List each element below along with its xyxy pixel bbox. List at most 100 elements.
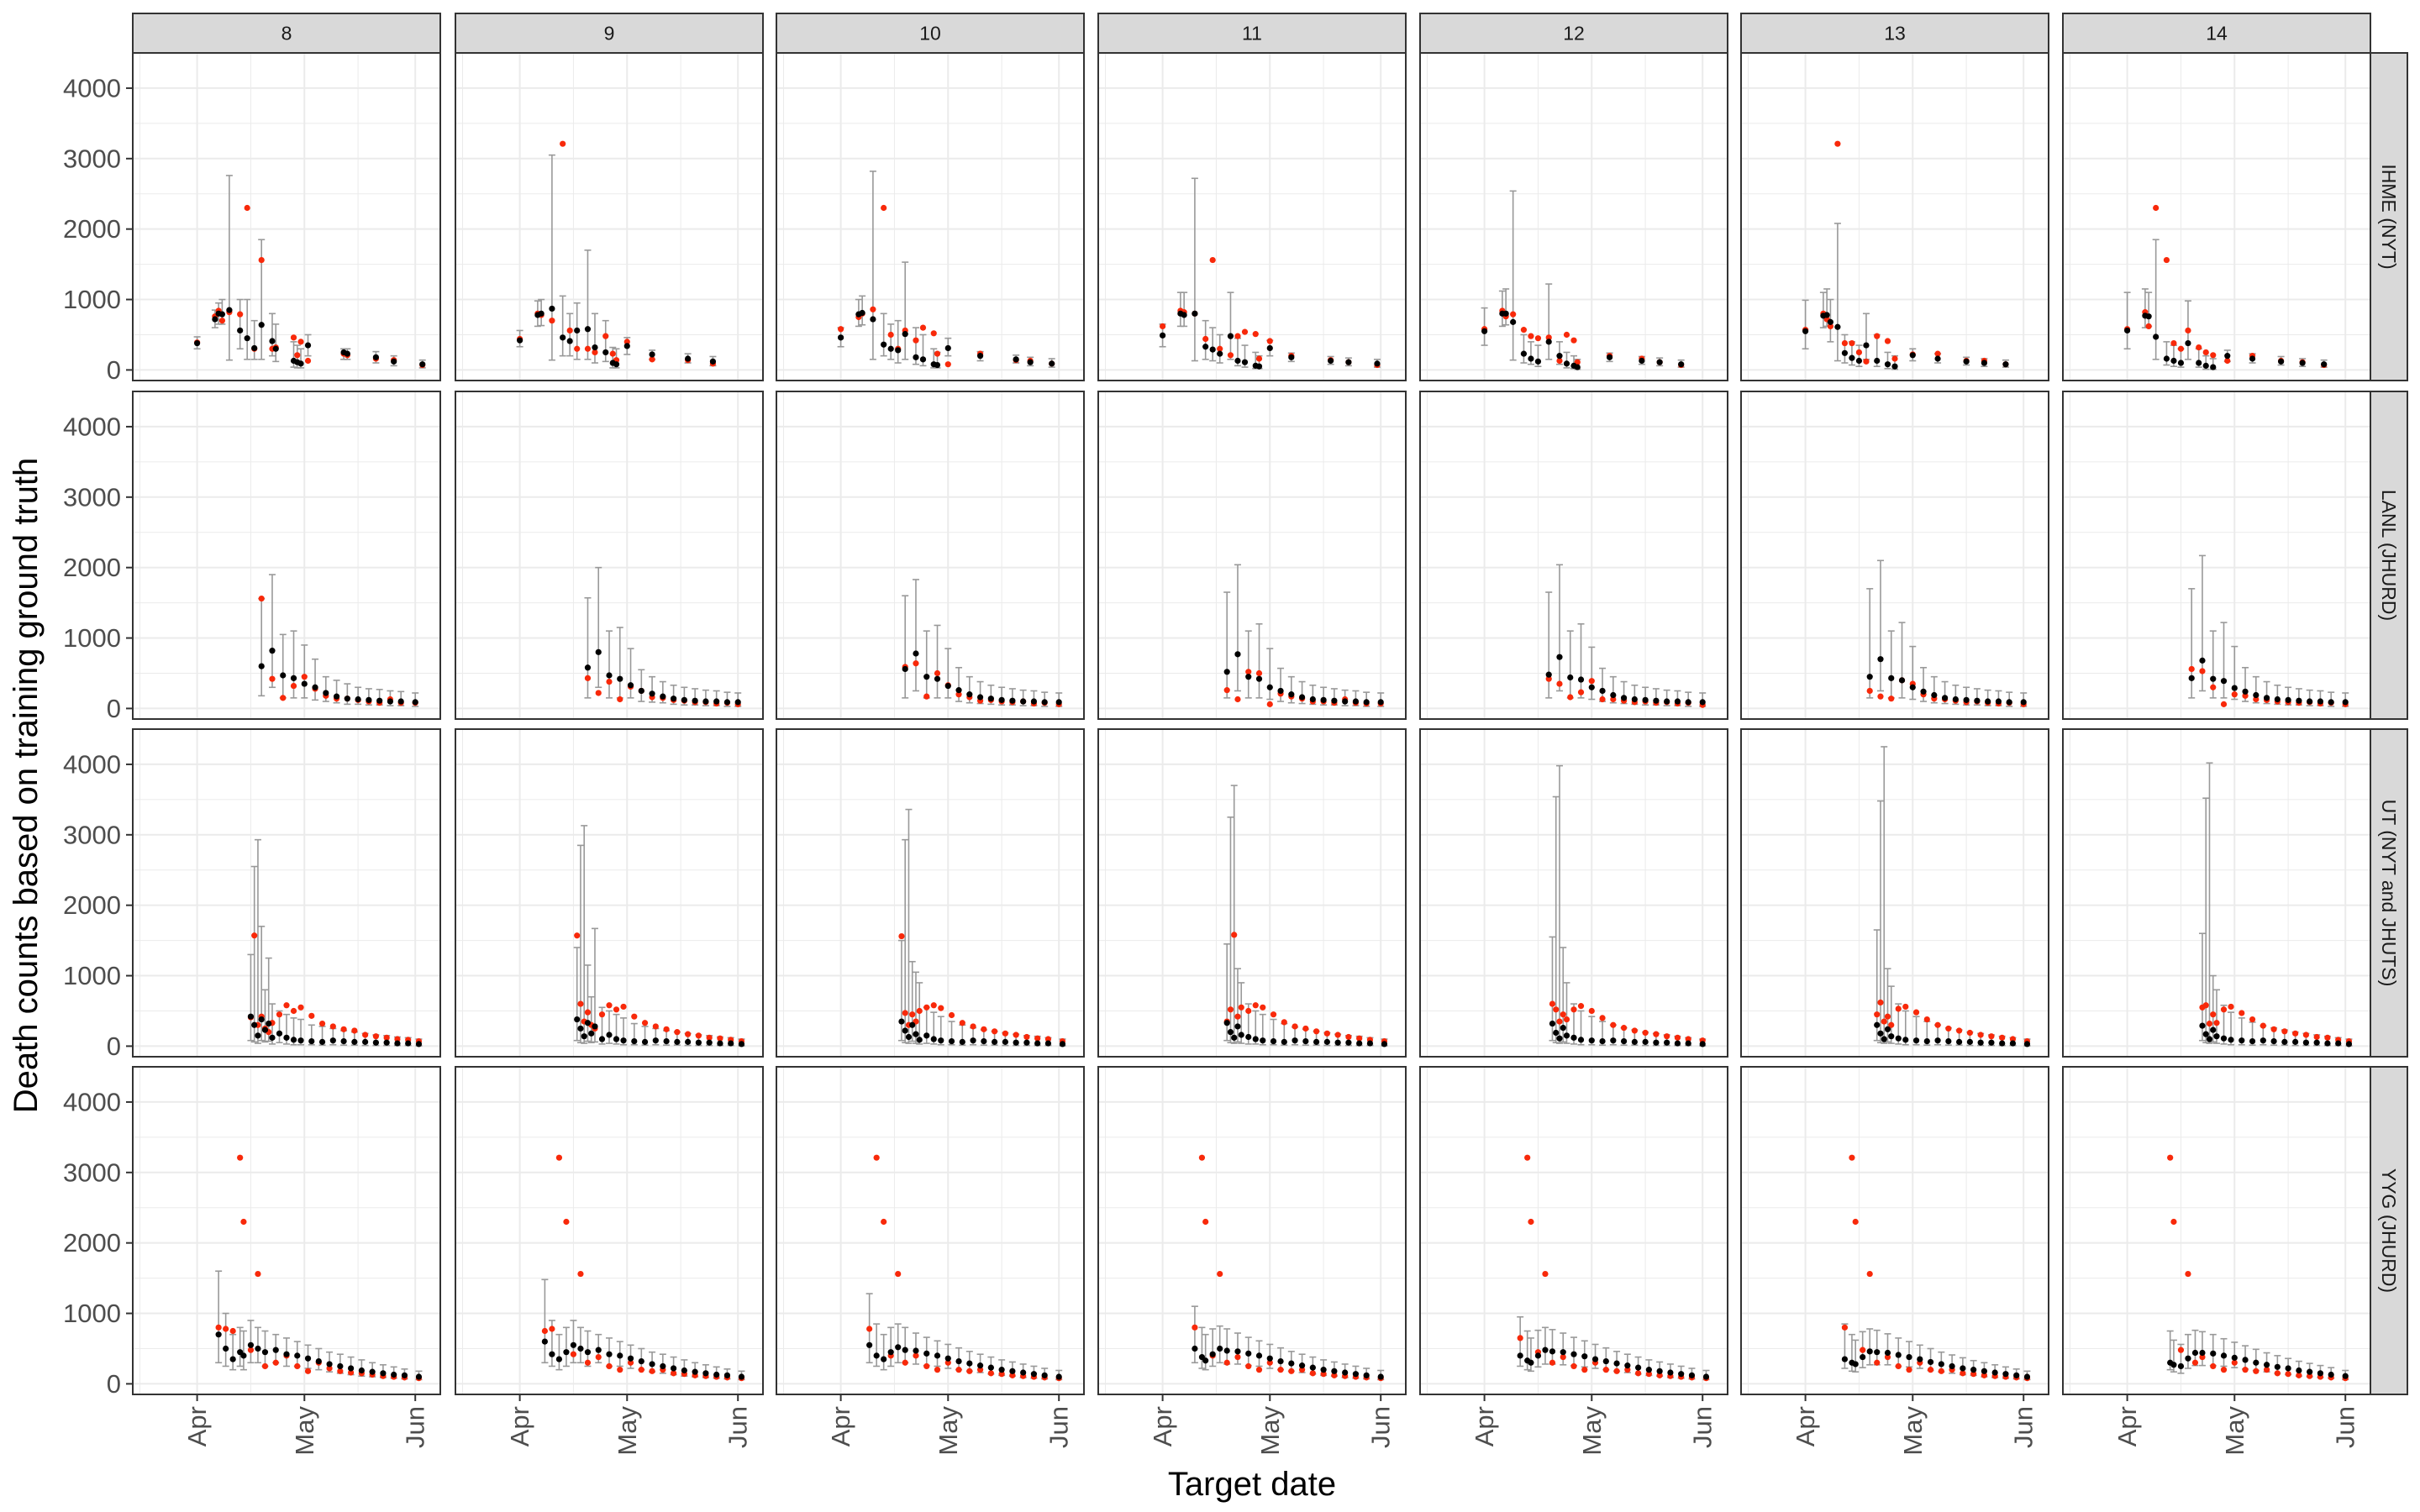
row-strip	[2370, 1066, 2408, 1395]
y-tick-label: 4000	[63, 749, 121, 779]
point-estimate	[1970, 1367, 1977, 1373]
point-estimate	[337, 1362, 344, 1370]
point-estimate	[563, 1349, 570, 1356]
panel-marks-3-4	[1517, 1154, 1710, 1382]
point-estimate	[1049, 360, 1055, 367]
ground-truth-point	[1923, 1016, 1930, 1023]
x-tick-label: Jun	[1688, 1406, 1718, 1448]
point-estimate	[1298, 1362, 1306, 1369]
ground-truth-point	[881, 1218, 887, 1226]
point-estimate	[1599, 687, 1606, 695]
ground-truth-point	[1234, 1353, 1241, 1361]
ground-truth-point	[1217, 345, 1223, 352]
ground-truth-point	[563, 1218, 570, 1226]
ground-truth-point	[966, 1368, 973, 1374]
ground-truth-point	[1255, 669, 1263, 677]
panel-border	[132, 728, 441, 1058]
ground-truth-point	[1266, 338, 1273, 344]
point-estimate	[1223, 1020, 1230, 1026]
point-estimate	[1874, 1021, 1881, 1028]
point-estimate	[358, 1367, 365, 1374]
panel-1-4	[1420, 391, 1728, 719]
ground-truth-point	[1309, 1370, 1316, 1377]
ground-truth-point	[2009, 1036, 2017, 1042]
ground-truth-point	[584, 345, 592, 352]
ground-truth-point	[2202, 349, 2209, 356]
x-axis-title: Target date	[1168, 1466, 1336, 1503]
ground-truth-point	[290, 682, 297, 690]
point-estimate	[1802, 328, 1809, 334]
point-estimate	[1909, 684, 1916, 690]
ground-truth-point	[2210, 684, 2217, 690]
ground-truth-point	[623, 339, 630, 345]
ground-truth-point	[717, 1035, 723, 1042]
panel-3-6	[2063, 1067, 2370, 1394]
ground-truth-point	[959, 1020, 965, 1026]
point-estimate	[276, 1030, 283, 1037]
point-estimate	[898, 1018, 905, 1025]
point-estimate	[976, 353, 984, 360]
point-estimate	[1985, 698, 1991, 705]
point-estimate	[2170, 357, 2177, 365]
ground-truth-point	[595, 1353, 602, 1361]
point-estimate	[283, 1034, 290, 1041]
y-tick-label: 2000	[63, 890, 121, 920]
point-estimate	[1591, 1356, 1599, 1362]
ground-truth-point	[577, 1000, 584, 1007]
point-estimate	[1377, 1373, 1384, 1380]
panel-marks-1-1	[584, 566, 742, 707]
point-estimate	[304, 1355, 312, 1362]
ground-truth-point	[329, 1023, 336, 1030]
point-estimate	[1217, 1345, 1223, 1352]
ground-truth-point	[1906, 1367, 1912, 1373]
x-tick-label: Jun	[1366, 1406, 1396, 1448]
point-estimate	[1331, 1368, 1338, 1374]
point-estimate	[723, 699, 731, 706]
ground-truth-point	[1570, 1006, 1577, 1013]
y-tick-label: 2000	[63, 214, 121, 244]
panel-marks-2-1	[573, 825, 745, 1047]
point-estimate	[638, 1357, 644, 1365]
point-estimate	[902, 331, 908, 338]
point-estimate	[1884, 1349, 1891, 1357]
point-estimate	[631, 1037, 638, 1045]
point-estimate	[301, 680, 308, 687]
ground-truth-point	[1610, 1021, 1617, 1028]
point-estimate	[913, 650, 919, 657]
point-estimate	[1181, 312, 1187, 318]
point-estimate	[401, 1372, 408, 1378]
point-estimate	[1231, 1034, 1238, 1041]
ground-truth-point	[218, 318, 225, 324]
ground-truth-point	[372, 1033, 379, 1040]
point-estimate	[1377, 699, 1384, 706]
point-estimate	[1528, 1359, 1534, 1366]
point-estimate	[902, 1347, 908, 1353]
ground-truth-point	[1577, 1003, 1585, 1010]
ground-truth-point	[1902, 1003, 1909, 1011]
point-estimate	[2299, 360, 2306, 366]
x-tick-label: Apr	[826, 1406, 855, 1446]
ground-truth-point	[1549, 1359, 1556, 1366]
point-estimate	[2188, 675, 2195, 681]
point-estimate	[2196, 360, 2202, 366]
ground-truth-point	[1581, 1367, 1588, 1373]
point-estimate	[1977, 1039, 1984, 1046]
ground-truth-point	[695, 1032, 702, 1039]
point-estimate	[1570, 1034, 1577, 1041]
point-estimate	[269, 648, 276, 654]
point-estimate	[692, 1368, 698, 1375]
point-estimate	[329, 1037, 336, 1044]
point-estimate	[1866, 674, 1873, 680]
point-estimate	[1631, 1038, 1638, 1045]
point-estimate	[627, 1355, 634, 1362]
panel-marks-0-0	[193, 175, 426, 369]
ground-truth-point	[1849, 1154, 1855, 1161]
point-estimate	[930, 1036, 937, 1042]
point-estimate	[1055, 1373, 1062, 1380]
point-estimate	[269, 1034, 276, 1041]
x-tick-label: Jun	[2009, 1406, 2039, 1448]
ground-truth-point	[887, 331, 894, 339]
point-estimate	[577, 1345, 584, 1352]
y-tick-label: 4000	[63, 1087, 121, 1116]
ground-truth-point	[595, 690, 602, 696]
